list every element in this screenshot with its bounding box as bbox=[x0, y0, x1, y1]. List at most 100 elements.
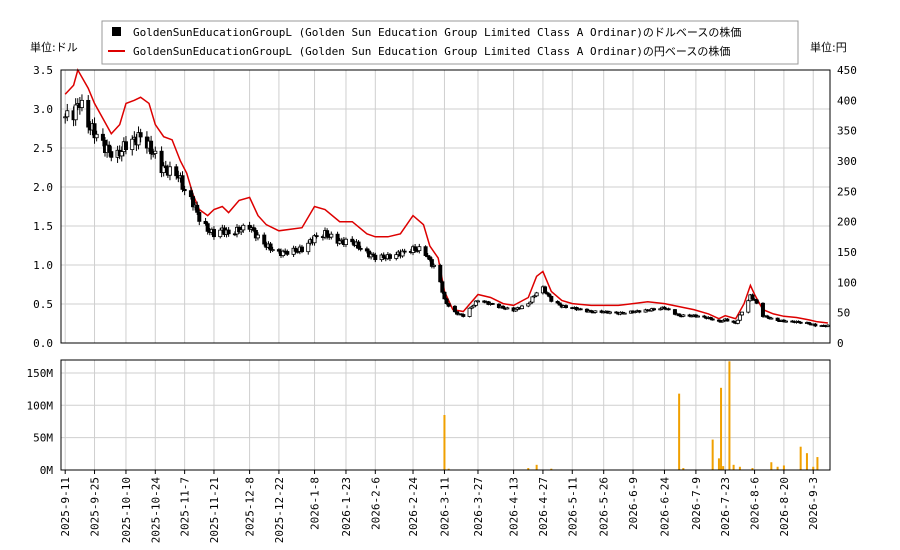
volume-bar bbox=[751, 468, 754, 470]
volume-bar bbox=[816, 457, 819, 470]
candle-body bbox=[505, 307, 510, 310]
candle-body bbox=[107, 144, 112, 152]
candle-body bbox=[547, 293, 552, 297]
volume-bar bbox=[728, 361, 731, 470]
right-tick-label: 400 bbox=[837, 94, 857, 107]
candle-body bbox=[417, 246, 422, 252]
candle-body bbox=[86, 99, 91, 128]
candle-body bbox=[226, 229, 231, 235]
volume-bar bbox=[527, 468, 530, 470]
candle-body bbox=[293, 247, 298, 252]
candle-body bbox=[153, 150, 158, 154]
candle-body bbox=[526, 303, 531, 307]
right-tick-label: 450 bbox=[837, 64, 857, 77]
left-tick-label: 0.5 bbox=[33, 298, 53, 311]
candle-body bbox=[130, 138, 135, 151]
candle-body bbox=[65, 110, 70, 118]
candle-body bbox=[188, 190, 193, 198]
right-tick-label: 0 bbox=[837, 337, 844, 350]
volume-bar bbox=[550, 468, 553, 470]
candle-body bbox=[174, 166, 179, 177]
candle-body bbox=[452, 305, 457, 313]
candle-body bbox=[149, 140, 154, 155]
candle-body bbox=[754, 299, 759, 304]
candle-body bbox=[446, 303, 451, 307]
volume-bar bbox=[678, 393, 681, 470]
x-tick-label: 2026-5-11 bbox=[566, 477, 579, 537]
candle-body bbox=[343, 238, 348, 246]
volume-tick-label: 0M bbox=[40, 464, 54, 477]
left-tick-label: 2.5 bbox=[33, 142, 53, 155]
candle-body bbox=[92, 123, 97, 139]
candle-body bbox=[651, 308, 656, 311]
candle-body bbox=[329, 233, 334, 238]
candle-body bbox=[442, 291, 447, 300]
candle-body bbox=[467, 307, 472, 317]
volume-axis-ticks: 0M 50M 100M 150M bbox=[27, 367, 54, 477]
x-tick-label: 2025-12-8 bbox=[244, 477, 257, 537]
candle-body bbox=[394, 254, 399, 259]
x-tick-label: 2025-10-24 bbox=[149, 477, 162, 544]
candle-body bbox=[123, 141, 128, 151]
candle-body bbox=[637, 310, 642, 313]
candle-body bbox=[578, 308, 583, 311]
x-tick-label: 2026-6-24 bbox=[658, 477, 671, 537]
x-tick-label: 2025-11-21 bbox=[208, 477, 221, 543]
candle-body bbox=[775, 317, 780, 321]
candle-body bbox=[746, 300, 751, 313]
volume-bar bbox=[812, 466, 815, 470]
volume-bar bbox=[682, 468, 685, 470]
price-marks bbox=[63, 68, 830, 328]
candle-body bbox=[519, 305, 524, 310]
candle-body bbox=[750, 294, 755, 300]
legend-box bbox=[101, 20, 799, 65]
left-tick-label: 0.0 bbox=[33, 337, 53, 350]
volume-bar bbox=[447, 468, 450, 470]
candle-body bbox=[402, 250, 407, 253]
x-tick-label: 2025-9-11 bbox=[59, 477, 72, 537]
x-axis-ticks: 2025-9-11 2025-9-25 2025-10-10 2025-10-24 20… bbox=[59, 470, 820, 543]
candle-body bbox=[431, 264, 436, 267]
candle-body bbox=[438, 264, 443, 283]
candle-body bbox=[666, 308, 671, 311]
candle-body bbox=[490, 303, 495, 305]
volume-bar bbox=[717, 458, 720, 470]
candle-body bbox=[534, 292, 539, 297]
candle-body bbox=[440, 281, 445, 293]
x-tick-label: 2026-3-27 bbox=[472, 477, 485, 537]
candle-body bbox=[798, 321, 803, 324]
volume-gridlines bbox=[61, 360, 830, 471]
volume-tick-label: 50M bbox=[33, 432, 53, 445]
candle-body bbox=[73, 104, 78, 121]
left-tick-label: 2.0 bbox=[33, 181, 53, 194]
candle-body bbox=[607, 311, 612, 314]
volume-bar bbox=[799, 446, 802, 470]
right-tick-label: 200 bbox=[837, 216, 857, 229]
candle-body bbox=[769, 317, 774, 320]
right-tick-label: 300 bbox=[837, 155, 857, 168]
candle-body bbox=[813, 323, 818, 327]
candle-body bbox=[681, 314, 686, 317]
candle-body bbox=[695, 315, 700, 318]
candle-body bbox=[672, 309, 677, 315]
candle-body bbox=[783, 320, 788, 323]
x-tick-label: 2026-2-24 bbox=[407, 477, 420, 537]
candle-body bbox=[182, 188, 187, 192]
candle-body bbox=[725, 318, 730, 322]
candle-body bbox=[760, 302, 765, 317]
left-tick-label: 1.5 bbox=[33, 220, 53, 233]
x-tick-label: 2026-5-26 bbox=[598, 477, 611, 537]
candle-body bbox=[109, 151, 114, 158]
candle-body bbox=[197, 211, 202, 222]
jpy-price-line bbox=[64, 68, 828, 324]
candle-body bbox=[387, 254, 392, 259]
left-tick-label: 1.0 bbox=[33, 259, 53, 272]
x-tick-label: 2025-9-25 bbox=[89, 477, 102, 537]
candle-body bbox=[211, 228, 216, 238]
volume-bars bbox=[443, 361, 819, 470]
candle-body bbox=[268, 243, 273, 251]
volume-bar bbox=[776, 466, 779, 470]
right-axis-ticks: 0 50 100 150 200 250 300 350 400 450 bbox=[837, 64, 857, 350]
candle-body bbox=[138, 132, 143, 138]
